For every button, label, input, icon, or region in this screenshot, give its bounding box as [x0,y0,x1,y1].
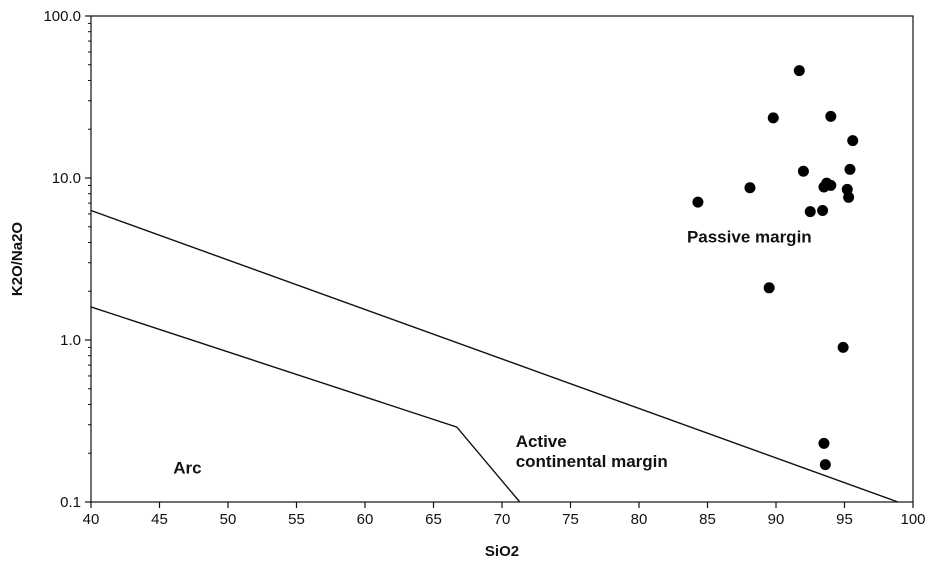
x-tick-label: 70 [494,511,511,528]
data-point [837,341,849,353]
x-tick-label: 55 [288,511,305,528]
data-point [804,206,816,218]
data-point [692,196,704,208]
data-point [797,165,809,177]
region-label: Passive margin [687,227,812,246]
y-tick-label: 100.0 [43,8,81,25]
y-tick-label: 0.1 [60,494,81,511]
data-point [825,179,837,191]
data-point [818,437,830,449]
boundary-line [90,209,899,503]
data-points [692,65,859,471]
data-point [844,163,856,175]
data-point [767,112,779,124]
data-point [793,65,805,77]
data-point [763,282,775,294]
region-label: Active [516,432,567,451]
x-axis-title: SiO2 [485,543,519,560]
data-point [847,135,859,147]
x-tick-label: 65 [425,511,442,528]
y-tick-label: 10.0 [52,170,81,187]
region-label: Arc [173,458,201,477]
data-point [825,110,837,122]
y-axis-title: K2O/Na2O [9,222,26,297]
x-tick-label: 50 [220,511,237,528]
region-label: continental margin [516,452,668,471]
x-tick-label: 75 [562,511,579,528]
boundary-line [90,306,521,503]
y-axis-ticks: 0.1 1.0 10.0 100.0 [43,8,91,511]
boundary-lines [90,209,899,503]
plot-frame [90,15,914,503]
x-tick-label: 40 [83,511,100,528]
x-tick-label: 45 [151,511,168,528]
x-tick-label: 95 [836,511,853,528]
data-point [819,459,831,471]
y-tick-label: 1.0 [60,332,81,349]
x-tick-label: 100 [900,511,925,528]
x-tick-label: 85 [699,511,716,528]
data-point [817,205,829,217]
data-point [843,191,855,203]
x-tick-label: 80 [631,511,648,528]
x-tick-label: 90 [768,511,785,528]
data-point [744,182,756,194]
x-tick-label: 60 [357,511,374,528]
x-axis-ticks: 40 45 50 55 60 65 70 75 80 85 90 95 100 [83,502,926,528]
